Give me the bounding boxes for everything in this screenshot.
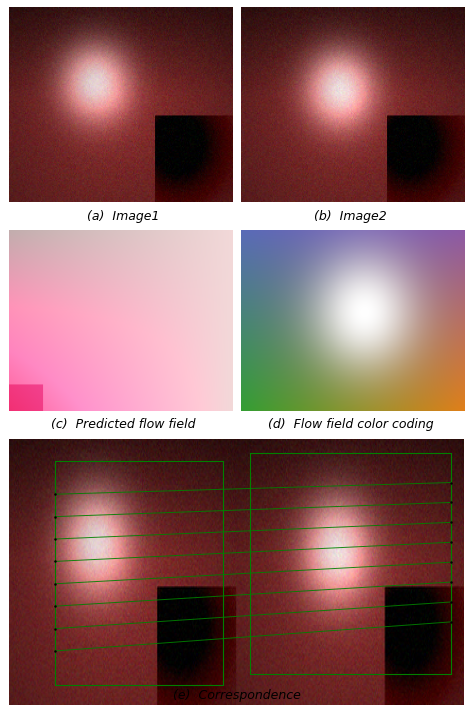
Text: (e)  Correspondence: (e) Correspondence [173, 689, 301, 702]
Text: (b)  Image2: (b) Image2 [314, 210, 387, 222]
Text: (c)  Predicted flow field: (c) Predicted flow field [51, 419, 195, 431]
Text: (a)  Image1: (a) Image1 [87, 210, 159, 222]
Text: (d)  Flow field color coding: (d) Flow field color coding [268, 419, 434, 431]
